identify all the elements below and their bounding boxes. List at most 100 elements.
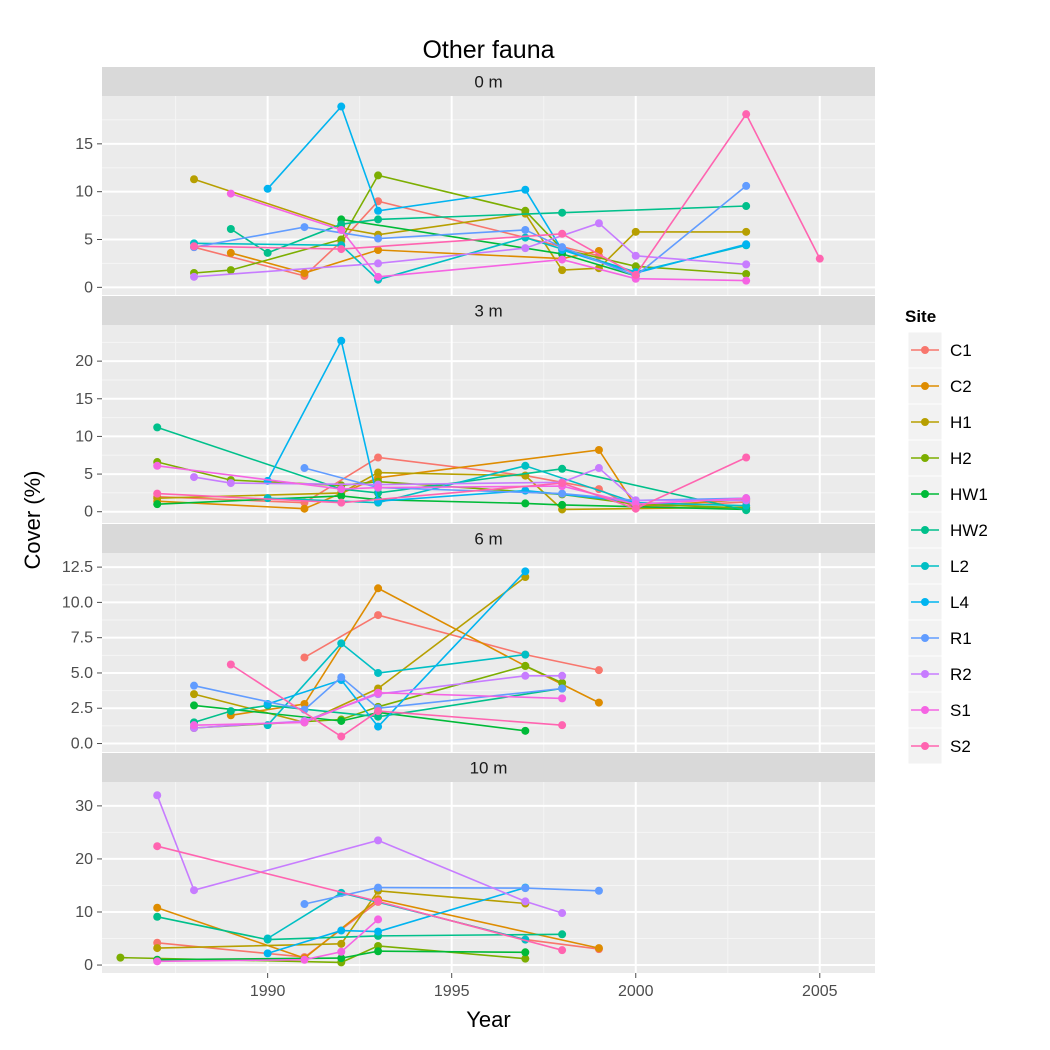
data-point-S2 xyxy=(742,110,751,119)
legend-title: Site xyxy=(905,307,936,326)
facet-panel-10m: 10 m 0 10 20 30 xyxy=(75,753,875,974)
legend-key-point xyxy=(921,526,929,534)
y-tick-label: 12.5 xyxy=(62,559,93,576)
data-point-HW2 xyxy=(226,707,235,716)
x-axis-title: Year xyxy=(466,1007,510,1032)
series-line-S1 xyxy=(230,192,747,282)
data-point-HW1 xyxy=(558,500,567,509)
data-point-S1 xyxy=(374,483,383,492)
legend-key-point xyxy=(921,346,929,354)
data-point-S2 xyxy=(631,270,640,279)
data-point-R2 xyxy=(631,251,640,260)
series-line-H1 xyxy=(157,889,526,949)
data-point-L4 xyxy=(374,722,383,731)
data-point-R2 xyxy=(153,791,162,800)
data-point-C2 xyxy=(300,504,309,513)
data-point-H1 xyxy=(337,939,346,948)
data-point-C1 xyxy=(594,666,603,675)
data-point-R2 xyxy=(190,886,199,895)
x-tick-label: 1990 xyxy=(250,983,286,1000)
data-point-H2 xyxy=(226,266,235,275)
legend-item: S1 xyxy=(907,691,971,729)
data-point-S1 xyxy=(190,721,199,730)
data-point-HW2 xyxy=(558,930,567,939)
y-tick-label: 0 xyxy=(84,504,93,521)
series-line-L4 xyxy=(267,886,526,955)
data-point-R2 xyxy=(521,671,530,680)
legend-label: C2 xyxy=(950,377,972,396)
data-point-HW1 xyxy=(374,947,383,956)
legend-item: H2 xyxy=(907,439,972,477)
y-tick-label: 20 xyxy=(75,353,93,370)
data-point-H1 xyxy=(558,266,567,275)
data-point-S1 xyxy=(153,957,162,966)
data-point-H2 xyxy=(742,269,751,278)
data-point-S2 xyxy=(558,946,567,955)
data-point-C1 xyxy=(300,653,309,662)
data-point-S1 xyxy=(374,915,383,924)
legend-label: R2 xyxy=(950,665,972,684)
legend-item: HW2 xyxy=(907,511,988,549)
legend-label: HW2 xyxy=(950,521,988,540)
data-point-HW1 xyxy=(337,954,346,963)
data-point-L4 xyxy=(374,206,383,215)
data-point-R1 xyxy=(374,234,383,243)
legend-item: L2 xyxy=(907,547,969,585)
series-line-L2 xyxy=(267,642,526,726)
data-point-R1 xyxy=(300,900,309,909)
y-tick-label: 10 xyxy=(75,428,93,445)
data-point-S1 xyxy=(300,955,309,964)
data-point-R2 xyxy=(742,260,751,269)
series-line-H1 xyxy=(157,471,747,511)
series-line-S1 xyxy=(157,465,747,506)
data-point-S2 xyxy=(374,707,383,716)
data-point-HW1 xyxy=(337,491,346,500)
y-tick-label: 30 xyxy=(75,798,93,815)
series-line-HW2 xyxy=(157,916,563,941)
facet-panel-3m: 3 m 0 5 10 15 20 xyxy=(75,296,875,523)
data-point-R2 xyxy=(190,473,199,482)
data-point-H2 xyxy=(521,206,530,215)
legend-item: H1 xyxy=(907,403,972,441)
series-line-C1 xyxy=(304,614,600,671)
legend-label: S2 xyxy=(950,737,971,756)
facet-strip-label: 0 m xyxy=(474,73,502,92)
data-point-R1 xyxy=(558,684,567,693)
data-point-C2 xyxy=(226,248,235,257)
y-tick-label: 5 xyxy=(84,232,93,249)
data-point-HW1 xyxy=(521,948,530,957)
series-line-R1 xyxy=(304,886,599,905)
data-point-R1 xyxy=(594,886,603,895)
y-tick-label: 5.0 xyxy=(71,665,93,682)
data-point-L2 xyxy=(263,934,272,943)
y-tick-label: 10 xyxy=(75,904,93,921)
data-point-R1 xyxy=(742,181,751,190)
data-point-HW2 xyxy=(226,224,235,233)
data-point-C2 xyxy=(300,268,309,277)
data-point-H1 xyxy=(190,690,199,699)
series-line-H2 xyxy=(193,174,747,275)
legend-key-point xyxy=(921,454,929,462)
legend-label: S1 xyxy=(950,701,971,720)
data-point-S1 xyxy=(374,688,383,697)
data-point-S2 xyxy=(374,897,383,906)
y-tick-label: 7.5 xyxy=(71,630,93,647)
data-point-L4 xyxy=(337,102,346,111)
data-point-HW2 xyxy=(337,220,346,229)
data-point-L2 xyxy=(337,639,346,648)
data-point-S2 xyxy=(558,479,567,488)
data-point-H1 xyxy=(374,468,383,477)
legend-key-point xyxy=(921,742,929,750)
data-point-S1 xyxy=(558,694,567,703)
data-point-R2 xyxy=(594,219,603,228)
data-point-R2 xyxy=(226,479,235,488)
data-point-S1 xyxy=(742,494,751,503)
legend-item: HW1 xyxy=(907,475,988,513)
data-point-S1 xyxy=(300,718,309,727)
data-point-S1 xyxy=(742,276,751,285)
y-tick-label: 10.0 xyxy=(62,594,93,611)
series-line-HW1 xyxy=(157,950,526,961)
data-point-H1 xyxy=(631,227,640,236)
y-tick-label: 5 xyxy=(84,466,93,483)
